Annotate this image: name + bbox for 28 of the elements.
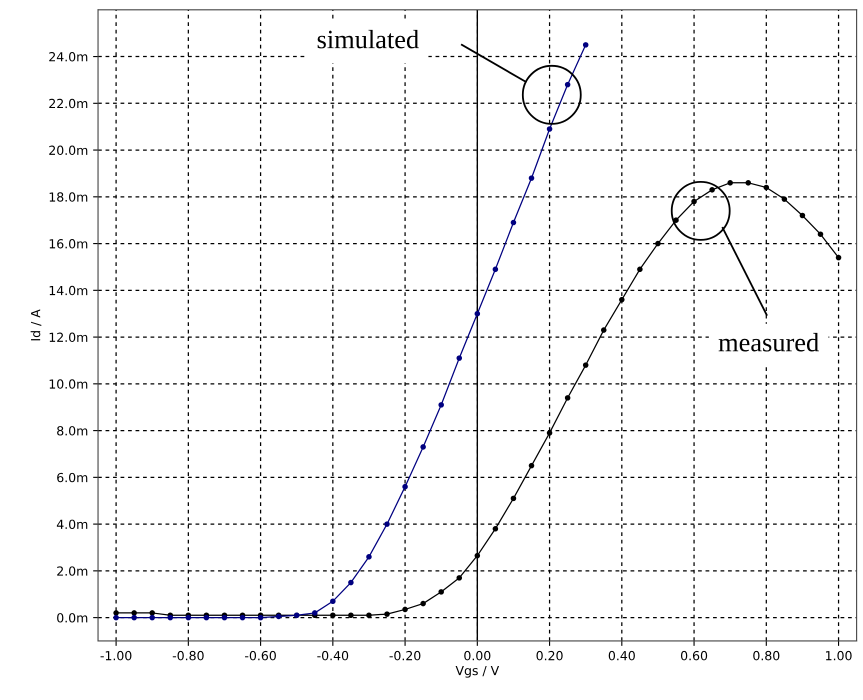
x-tick-label: -0.40	[317, 650, 348, 660]
x-tick-label: 1.00	[826, 650, 852, 660]
y-tick-label: 0.0m	[57, 613, 88, 623]
y-axis-title: Id / A	[30, 309, 42, 340]
x-tick-label: 0.00	[464, 650, 490, 660]
y-tick-label: 4.0m	[56, 520, 88, 530]
x-tick-label: -0.20	[390, 650, 420, 660]
x-tick-label: 0.80	[753, 650, 780, 660]
annotation: measured	[718, 332, 819, 352]
x-tick-label: -0.60	[245, 650, 276, 660]
y-tick-label: 22.0m	[49, 98, 88, 108]
x-axis-title: Vgs / V	[456, 666, 500, 678]
x-tick-label: -1.00	[100, 650, 132, 660]
y-tick-label: 2.0m	[57, 566, 88, 576]
x-tick-label: -0.80	[172, 650, 204, 660]
x-tick-label: 0.20	[536, 650, 563, 660]
y-tick-label: 12.0m	[50, 332, 88, 342]
x-tick-label: 0.40	[608, 650, 635, 660]
y-tick-label: 10.0m	[50, 379, 88, 389]
annotation: simulated	[318, 30, 419, 48]
y-tick-label: 16.0m	[50, 239, 88, 248]
y-tick-label: 18.0m	[50, 192, 88, 202]
y-tick-label: 14.0m	[50, 286, 88, 296]
y-tick-label: 20.0m	[49, 146, 88, 155]
y-tick-label: 6.0m	[57, 472, 88, 482]
x-tick-label: 0.60	[680, 650, 708, 660]
y-tick-label: 8.0m	[57, 426, 88, 436]
y-tick-label: 24.0m	[49, 52, 88, 62]
